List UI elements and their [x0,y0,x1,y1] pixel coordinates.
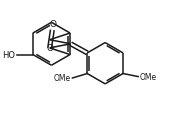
Text: O: O [46,44,54,53]
Text: HO: HO [2,51,15,59]
Text: OMe: OMe [140,72,157,81]
Text: O: O [50,20,57,29]
Text: OMe: OMe [54,74,71,83]
